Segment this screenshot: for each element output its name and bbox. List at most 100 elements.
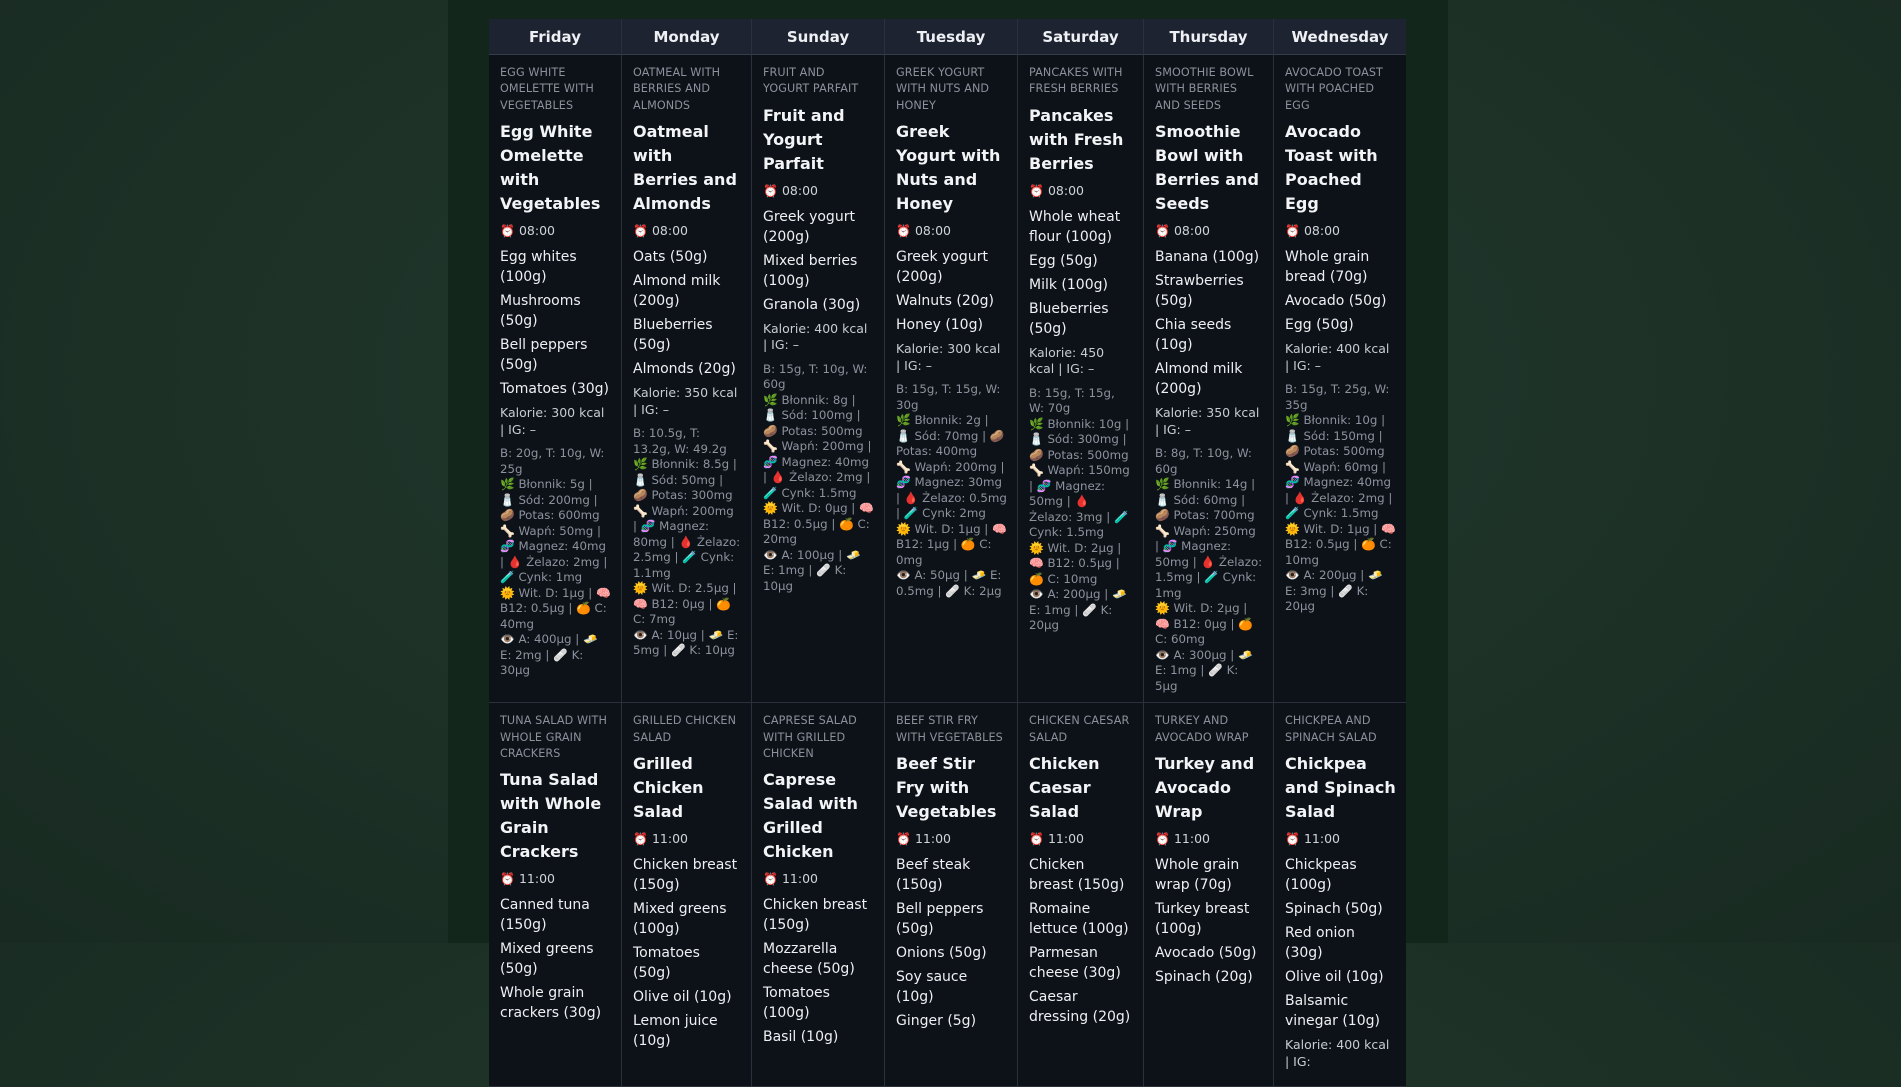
ingredient-item: Onions (50g) [896,945,987,962]
ingredient-item: Spinach (50g) [1285,901,1383,918]
meal-card[interactable]: CAPRESE SALAD WITH GRILLED CHICKEN Capres… [752,703,885,1087]
ingredient-item: Balsamic vinegar (10g) [1285,993,1380,1030]
meal-card[interactable]: CHICKPEA AND SPINACH SALAD Chickpea and S… [1274,703,1406,1087]
meal-card[interactable]: GREEK YOGURT WITH NUTS AND HONEY Greek Yo… [885,55,1018,704]
ingredient-item: Olive oil (10g) [1285,969,1384,986]
meal-time: ⏰ 08:00 [896,223,1007,239]
day-header: Thursday [1144,19,1274,55]
meal-time-value: 11:00 [1303,831,1340,847]
meal-time-value: 11:00 [518,871,555,887]
meal-title: Pancakes with Fresh Berries [1029,105,1124,173]
ingredient-item: Spinach (20g) [1155,969,1253,986]
meal-time-value: 11:00 [1173,831,1210,847]
day-header: Wednesday [1274,19,1406,55]
meal-time: ⏰ 11:00 [896,831,1007,847]
ingredient-item: Chicken breast (150g) [633,857,738,894]
ingredient-item: Avocado (50g) [1155,945,1257,962]
calories-info: Kalorie: 350 kcal | IG: – [633,385,738,417]
meal-card[interactable]: CHICKEN CAESAR SALAD Chicken Caesar Salad… [1018,703,1144,1087]
ingredient-item: Red onion (30g) [1285,925,1355,962]
clock-icon: ⏰ [1029,183,1044,198]
meal-subtitle: PANCAKES WITH FRESH BERRIES [1029,66,1123,96]
ingredient-item: Greek yogurt (200g) [763,208,855,245]
clock-icon: ⏰ [896,224,911,239]
meal-card[interactable]: EGG WHITE OMELETTE WITH VEGETABLES Egg Wh… [489,55,622,704]
ingredient-item: Walnuts (20g) [896,293,995,310]
meal-time-value: 11:00 [781,871,818,887]
meal-card[interactable]: OATMEAL WITH BERRIES AND ALMONDS Oatmeal … [622,55,752,704]
ingredient-item: Mixed berries (100g) [763,252,858,289]
meal-time-value: 11:00 [914,831,951,847]
ingredient-item: Romaine lettuce (100g) [1029,901,1129,938]
ingredient-item: Parmesan cheese (30g) [1029,945,1121,982]
ingredient-item: Caesar dressing (20g) [1029,989,1131,1026]
meal-card[interactable]: PANCAKES WITH FRESH BERRIES Pancakes with… [1018,55,1144,704]
meal-card[interactable]: GRILLED CHICKEN SALAD Grilled Chicken Sal… [622,703,752,1087]
meal-time: ⏰ 08:00 [1285,223,1396,239]
ingredient-item: Chickpeas (100g) [1285,857,1357,894]
meal-subtitle: AVOCADO TOAST WITH POACHED EGG [1285,66,1383,112]
day-header: Saturday [1018,19,1144,55]
meal-subtitle: OATMEAL WITH BERRIES AND ALMONDS [633,66,721,112]
clock-icon: ⏰ [500,224,515,239]
calories-info: Kalorie: 350 kcal | IG: – [1155,405,1260,437]
meal-time-value: 08:00 [1047,182,1084,198]
ingredient-item: Basil (10g) [763,1029,839,1046]
ingredient-item: Whole grain bread (70g) [1285,249,1370,286]
clock-icon: ⏰ [633,224,648,239]
meal-time-value: 08:00 [651,223,688,239]
ingredient-item: Mixed greens (50g) [500,941,594,978]
clock-icon: ⏰ [1029,832,1044,847]
ingredient-item: Egg whites (100g) [500,249,577,286]
meal-title: Beef Stir Fry with Vegetables [896,754,997,822]
meal-card[interactable]: TURKEY AND AVOCADO WRAP Turkey and Avocad… [1144,703,1274,1087]
meal-time-value: 08:00 [518,223,555,239]
meal-title: Grilled Chicken Salad [633,754,704,822]
ingredient-item: Bell peppers (50g) [500,337,588,374]
meal-time-value: 08:00 [1173,223,1210,239]
ingredient-item: Egg (50g) [1285,317,1354,334]
meal-plan-table: Friday Monday Sunday Tuesday Saturday Thursda… [489,19,1406,1087]
ingredient-item: Egg (50g) [1029,252,1098,269]
meal-time: ⏰ 08:00 [1029,183,1133,199]
meal-card[interactable]: BEEF STIR FRY WITH VEGETABLES Beef Stir F… [885,703,1018,1087]
meal-card[interactable]: FRUIT AND YOGURT PARFAIT Fruit and Yogurt… [752,55,885,704]
meal-time: ⏰ 11:00 [633,831,741,847]
ingredient-item: Oats (50g) [633,249,708,266]
ingredient-item: Granola (30g) [763,296,861,313]
meal-card[interactable]: SMOOTHIE BOWL WITH BERRIES AND SEEDS Smoo… [1144,55,1274,704]
meal-card[interactable]: AVOCADO TOAST WITH POACHED EGG Avocado To… [1274,55,1406,704]
ingredient-item: Tomatoes (50g) [633,945,700,982]
calories-info: Kalorie: 400 kcal | IG: – [763,320,868,353]
clock-icon: ⏰ [763,872,778,887]
calories-info: Kalorie: 300 kcal | IG: – [500,405,605,437]
meal-title: Smoothie Bowl with Berries and Seeds [1155,122,1259,214]
meal-time: ⏰ 11:00 [1285,831,1396,847]
calories-info: Kalorie: 300 kcal | IG: – [896,341,1001,373]
meal-time-value: 11:00 [1047,831,1084,847]
meal-card[interactable]: TUNA SALAD WITH WHOLE GRAIN CRACKERS Tuna… [489,703,622,1087]
ingredient-item: Banana (100g) [1155,249,1260,266]
ingredient-item: Mozzarella cheese (50g) [763,941,855,978]
ingredient-item: Almond milk (200g) [633,273,721,310]
ingredient-item: Tomatoes (100g) [763,985,830,1022]
nutrients-info: B: 20g, T: 10g, W: 25g 🌿 Błonnik: 5g | 🧂… [500,446,611,678]
meal-title: Avocado Toast with Poached Egg [1285,122,1378,214]
ingredient-item: Mixed greens (100g) [633,901,727,938]
ingredient-item: Soy sauce (10g) [896,969,968,1006]
meal-subtitle: CAPRESE SALAD WITH GRILLED CHICKEN [763,714,857,761]
meal-time: ⏰ 11:00 [763,871,874,887]
ingredient-item: Lemon juice (10g) [633,1013,718,1050]
meal-time-value: 08:00 [914,223,951,239]
meal-time: ⏰ 11:00 [1029,831,1133,847]
calories-info: Kalorie: 400 kcal | IG: [1285,1037,1390,1069]
nutrients-info: B: 15g, T: 15g, W: 30g 🌿 Błonnik: 2g | 🧂… [896,382,1007,598]
meal-time-value: 08:00 [1303,223,1340,239]
ingredient-item: Almonds (20g) [633,361,736,378]
ingredient-item: Bell peppers (50g) [896,901,984,938]
ingredient-item: Milk (100g) [1029,276,1108,293]
meal-title: Chicken Caesar Salad [1029,754,1100,822]
ingredient-item: Whole grain wrap (70g) [1155,857,1240,894]
clock-icon: ⏰ [500,872,515,887]
ingredient-item: Strawberries (50g) [1155,273,1244,310]
